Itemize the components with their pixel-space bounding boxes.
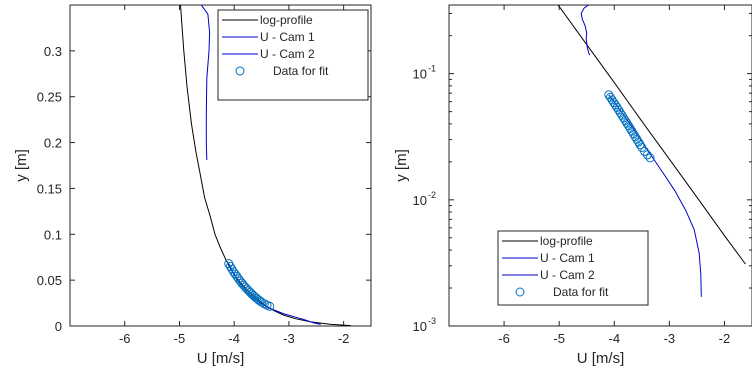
plot-frame xyxy=(448,4,752,327)
y-tick-label: 0 xyxy=(55,319,62,334)
legend-label: U - Cam 1 xyxy=(260,30,315,44)
data-point xyxy=(257,297,267,307)
legend-label: log-profile xyxy=(260,13,313,27)
x-tick-label: -6 xyxy=(119,331,131,346)
series-line-2 xyxy=(200,5,211,161)
log-profile-chart: -6 -5 -4 -3 -210-310-210 -1U [m/s]y [m]log-pr… xyxy=(393,4,752,367)
y-tick-label: 10 xyxy=(413,319,427,334)
y-tick-exponent: -1 xyxy=(428,64,436,74)
x-axis-label: U [m/s] xyxy=(577,350,625,367)
plot-data xyxy=(180,5,351,326)
linear-profile-chart: -6 -5 -4 -3 -2 0 0.05 0.1 0.15 0.2 0.25 0.3 U [m/s] y… xyxy=(13,4,372,367)
legend-marker xyxy=(235,66,245,76)
data-point xyxy=(229,267,239,277)
data-point xyxy=(645,153,655,163)
data-point xyxy=(620,116,630,126)
legend-label: Data for fit xyxy=(553,285,609,299)
series-line-0 xyxy=(557,5,746,265)
x-tick-label: -5 xyxy=(174,331,186,346)
data-point xyxy=(604,90,614,100)
data-point xyxy=(232,271,242,281)
legend-label: Data for fit xyxy=(273,64,329,78)
data-point xyxy=(265,301,275,311)
y-tick-label: 10 xyxy=(413,193,427,208)
data-point xyxy=(624,121,634,131)
data-point xyxy=(630,132,640,142)
x-axis-label: U [m/s] xyxy=(197,350,245,367)
legend: log-profile U - Cam 1 U - Cam 2 Data for fi… xyxy=(217,9,369,101)
plot-frame xyxy=(69,4,372,327)
x-tick-label: -6 xyxy=(498,331,510,346)
data-point xyxy=(245,287,255,297)
data-point xyxy=(227,264,237,274)
legend-box xyxy=(217,9,369,101)
data-point xyxy=(629,129,639,139)
data-point xyxy=(634,137,644,147)
y-tick-label: 0.3 xyxy=(44,44,62,59)
x-tick-label: -3 xyxy=(664,331,676,346)
data-point xyxy=(225,261,235,271)
series-line-1 xyxy=(228,263,321,325)
y-tick-exponent: -3 xyxy=(428,316,436,326)
legend-label: U - Cam 2 xyxy=(260,47,315,61)
y-tick-label: 0.25 xyxy=(37,90,62,105)
x-tick-label: -5 xyxy=(553,331,565,346)
y-tick-exponent: -2 xyxy=(428,190,436,200)
data-point xyxy=(642,150,652,160)
y-tick-label: 10 xyxy=(413,67,427,82)
legend-label: U - Cam 2 xyxy=(540,268,595,282)
data-point xyxy=(615,108,625,118)
data-point xyxy=(627,126,637,136)
data-point xyxy=(243,286,253,296)
x-tick-label: -4 xyxy=(608,331,620,346)
plot-data xyxy=(557,5,746,297)
data-point xyxy=(255,296,265,306)
y-axis-label: y [m] xyxy=(393,149,410,182)
data-point xyxy=(617,110,627,120)
y-axis-label: y [m] xyxy=(13,149,30,182)
data-point xyxy=(609,98,619,108)
y-tick-label: 0.2 xyxy=(44,136,62,151)
x-tick-label: -2 xyxy=(338,331,350,346)
data-point xyxy=(610,100,620,110)
x-tick-label: -4 xyxy=(228,331,240,346)
y-tick-label: 0.15 xyxy=(37,181,62,196)
data-point xyxy=(635,140,645,150)
data-point xyxy=(230,269,240,279)
x-tick-label: -3 xyxy=(283,331,295,346)
series-line-2 xyxy=(580,5,590,56)
data-point xyxy=(242,284,252,294)
legend-label: log-profile xyxy=(540,234,593,248)
data-point xyxy=(605,92,615,102)
data-point xyxy=(607,95,617,105)
data-point xyxy=(224,259,234,269)
x-tick-label: -2 xyxy=(719,331,731,346)
legend-label: U - Cam 1 xyxy=(540,251,595,265)
data-point xyxy=(612,102,622,112)
legend: log-profile U - Cam 1 U - Cam 2 Data for fi… xyxy=(497,230,649,306)
data-point xyxy=(614,105,624,115)
y-tick-label: 0.05 xyxy=(37,273,62,288)
y-tick-label: 0.1 xyxy=(44,227,62,242)
data-point xyxy=(619,113,629,123)
data-point xyxy=(622,118,632,128)
legend-box xyxy=(497,230,649,306)
legend-marker xyxy=(515,287,525,297)
